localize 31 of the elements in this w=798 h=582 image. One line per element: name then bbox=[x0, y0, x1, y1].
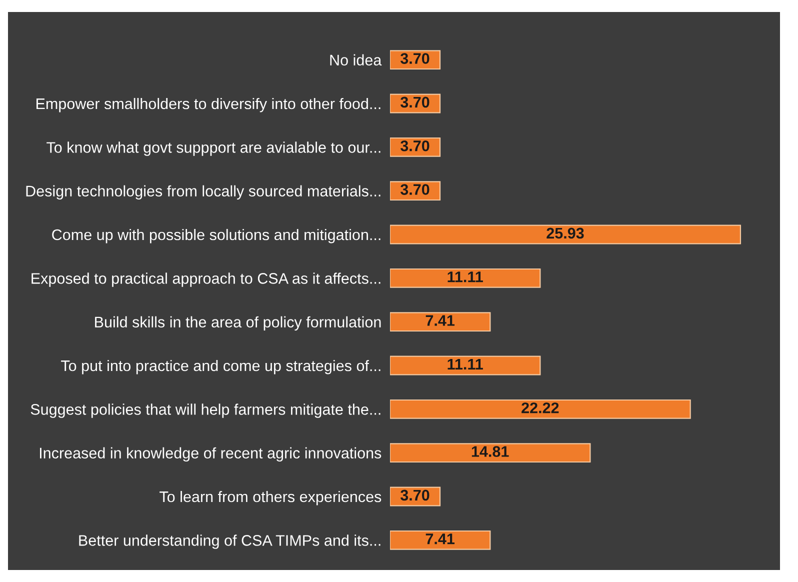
y-tick-label: No idea bbox=[330, 54, 382, 66]
y-tick-label: Exposed to practical approach to CSA as it affects... bbox=[32, 272, 380, 287]
y-tick-label: To know what govt suppport are avialable to our... bbox=[46, 142, 380, 156]
data-label: 25.93 bbox=[546, 228, 584, 239]
y-tick-label: Come up with possible solutions and mitigation... bbox=[52, 228, 380, 244]
data-label: 3.70 bbox=[400, 184, 430, 195]
data-label: 3.70 bbox=[400, 53, 430, 64]
data-label: 3.70 bbox=[400, 140, 430, 152]
bar bbox=[390, 356, 541, 376]
data-label: 3.70 bbox=[400, 490, 430, 501]
bar bbox=[390, 268, 541, 288]
y-tick-label: Better understanding of CSA TIMPs and its... bbox=[79, 534, 380, 549]
data-label: 7.41 bbox=[426, 534, 455, 544]
data-label: 7.41 bbox=[426, 315, 455, 326]
data-label: 22.22 bbox=[522, 402, 559, 414]
y-tick-label: Design technologies from locally sourced materials... bbox=[26, 185, 380, 200]
data-label: 11.11 bbox=[448, 272, 483, 282]
data-label: 3.70 bbox=[400, 96, 430, 108]
bar bbox=[390, 443, 591, 463]
y-tick-label: To learn from others experiences bbox=[160, 490, 382, 506]
bar bbox=[390, 312, 491, 332]
y-tick-label: Suggest policies that will help farmers mitigate the... bbox=[30, 404, 380, 418]
bar bbox=[390, 224, 742, 244]
y-tick-label: To put into practice and come up strategies of... bbox=[61, 360, 380, 374]
data-label: 11.11 bbox=[448, 358, 483, 370]
y-tick-label: Empower smallholders to diversify into other food... bbox=[36, 98, 380, 112]
bar bbox=[390, 399, 691, 419]
bar bbox=[390, 530, 491, 550]
y-tick-label: Increased in knowledge of recent agric innovations bbox=[40, 447, 382, 462]
y-tick-label: Build skills in the area of policy formulation bbox=[95, 316, 381, 331]
data-label: 14.81 bbox=[472, 446, 509, 457]
